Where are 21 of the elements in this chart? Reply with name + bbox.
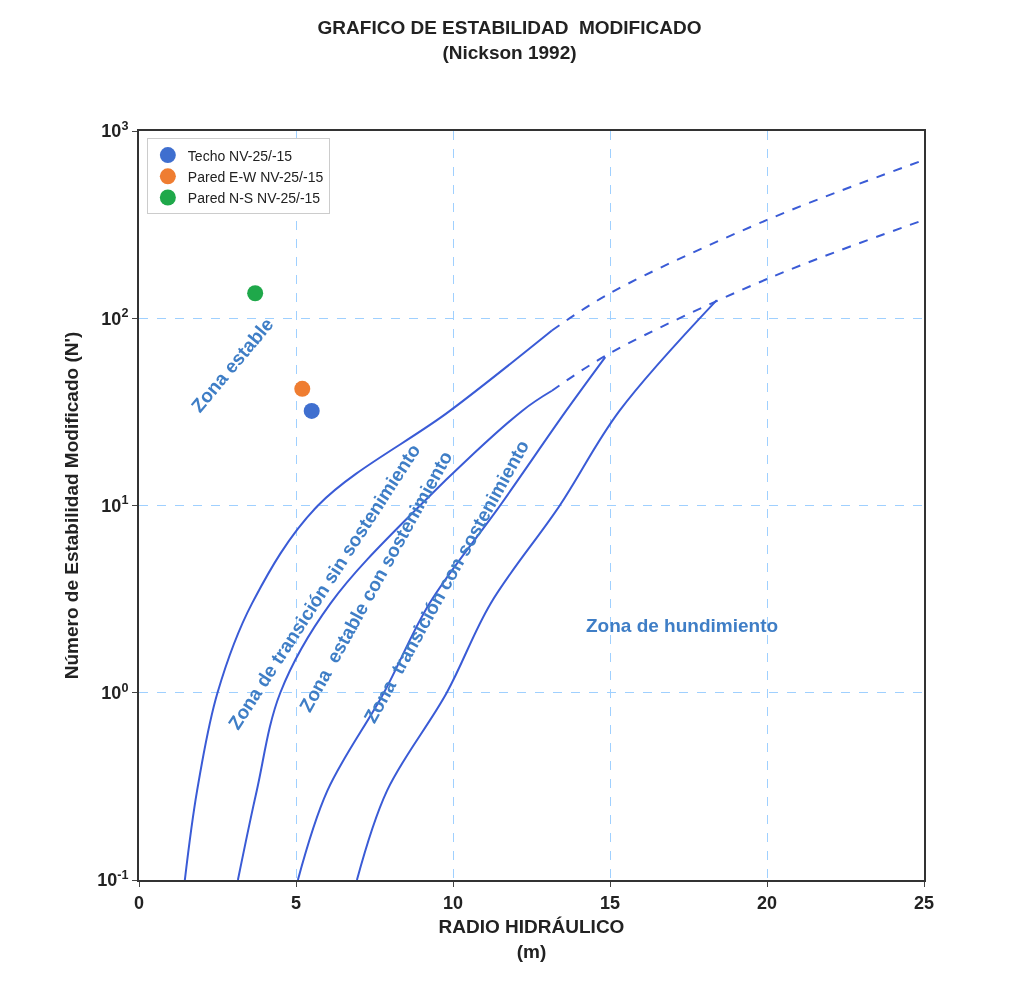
- x-tick-label: 20: [756, 892, 778, 913]
- y-tick-label: 10$^{0}$: [101, 680, 129, 704]
- x-tick-label: 5: [290, 892, 302, 913]
- legend-label: Pared E-W NV-25/-15: [187, 168, 324, 185]
- y-tick-label: 10$^{-1}$: [97, 867, 129, 891]
- legend-label: Pared N-S NV-25/-15: [187, 189, 321, 206]
- y-axis-title: Número de Estabilidad Modificado (N'): [60, 331, 82, 680]
- x-axis-title: RADIO HIDRÁULICO (m): [438, 915, 625, 962]
- x-tick-label: 25: [913, 892, 935, 913]
- legend-label: Techo NV-25/-15: [187, 147, 293, 164]
- point: [247, 285, 264, 302]
- y-tick-label: 10$^{3}$: [101, 118, 129, 142]
- x-tick-label: 15: [599, 892, 621, 913]
- chart-title: GRAFICO DE ESTABILIDAD MODIFICADO (Nickson 1992): [317, 17, 702, 64]
- point: [294, 380, 311, 397]
- x-tick-label: 0: [133, 892, 145, 913]
- y-tick-label: 10$^{2}$: [101, 305, 129, 329]
- annotation: Zona de hundimiento: [586, 615, 779, 636]
- point: [303, 402, 320, 419]
- x-tick-label: 10: [442, 892, 464, 913]
- y-tick-label: 10$^{1}$: [101, 493, 129, 516]
